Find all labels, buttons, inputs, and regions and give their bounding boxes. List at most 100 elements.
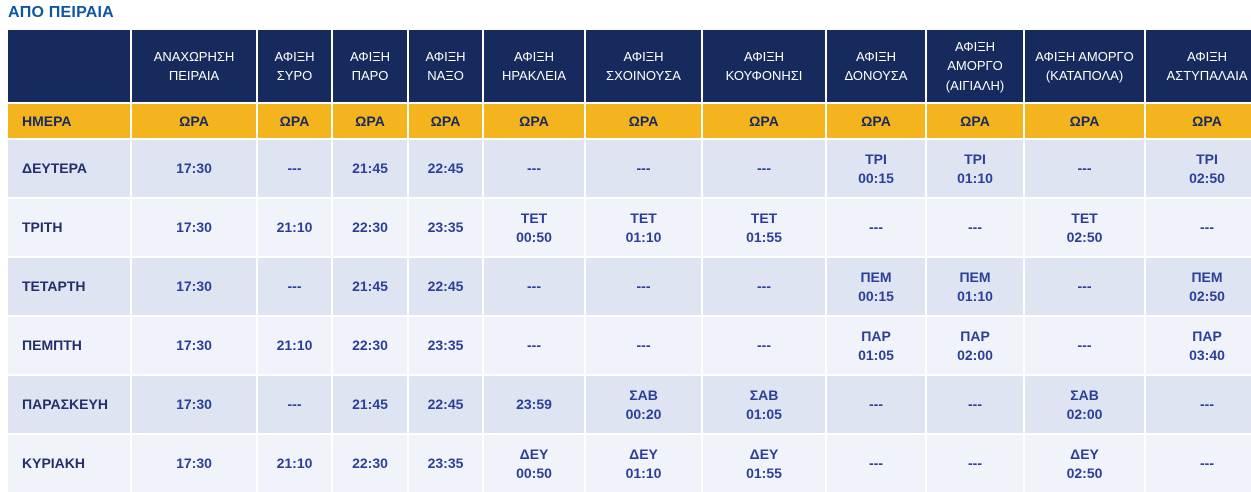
no-service-cell: --- [258, 376, 331, 433]
no-service-cell: --- [827, 435, 925, 492]
time-column-subheader: ΩΡΑ [333, 104, 407, 138]
column-header-1: ΑΦΙΞΗ ΣΥΡΟ [258, 30, 331, 102]
time-column-subheader: ΩΡΑ [586, 104, 701, 138]
column-header-2: ΑΦΙΞΗ ΠΑΡΟ [333, 30, 407, 102]
no-service-cell: --- [927, 199, 1023, 256]
schedule-cell: ΣΑΒ 02:00 [1025, 376, 1144, 433]
no-service-cell: --- [703, 317, 825, 374]
no-service-cell: --- [827, 199, 925, 256]
time-cell: 21:10 [258, 199, 331, 256]
time-column-subheader: ΩΡΑ [927, 104, 1023, 138]
no-service-cell: --- [258, 140, 331, 197]
no-service-cell: --- [1146, 376, 1251, 433]
time-cell: 23:59 [484, 376, 584, 433]
day-column-header: ΗΜΕΡΑ [8, 104, 130, 138]
schedule-row-ΤΡΙΤΗ: ΤΡΙΤΗ 17:30 21:10 22:30 23:35 ΤΕΤ 00:50 ΤΕΤ 01:1… [8, 199, 1251, 256]
schedule-cell: ΠΕΜ 00:15 [827, 258, 925, 315]
arrival-time-value: 00:50 [516, 228, 552, 245]
no-service-cell: --- [586, 258, 701, 315]
no-service-cell: --- [484, 258, 584, 315]
column-header-8: ΑΦΙΞΗ ΑΜΟΡΓΟ (ΑΙΓΙΑΛΗ) [927, 30, 1023, 102]
time-cell: 21:45 [333, 140, 407, 197]
column-header-7: ΑΦΙΞΗ ΔΟΝΟΥΣΑ [827, 30, 925, 102]
column-header-3: ΑΦΙΞΗ ΝΑΞΟ [409, 30, 482, 102]
arrival-day-label: ΣΑΒ [629, 386, 658, 403]
arrival-day-label: ΠΕΜ [1191, 268, 1223, 285]
arrival-time-value: 02:00 [1066, 405, 1103, 422]
schedule-cell: ΤΕΤ 00:50 [484, 199, 584, 256]
day-cell: ΠΑΡΑΣΚΕΥΗ [8, 376, 130, 433]
schedule-row-ΠΑΡΑΣΚΕΥΗ: ΠΑΡΑΣΚΕΥΗ 17:30 --- 21:45 22:45 23:59 ΣΑΒ 00:20… [8, 376, 1251, 433]
schedule-cell: ΔΕΥ 01:55 [703, 435, 825, 492]
arrival-day-label: ΤΕΤ [750, 209, 778, 226]
arrival-time-value: 01:55 [746, 228, 782, 245]
no-service-cell: --- [703, 140, 825, 197]
column-header-0: ΑΝΑΧΩΡΗΣΗ ΠΕΙΡΑΙΑ [132, 30, 256, 102]
column-header-5: ΑΦΙΞΗ ΣΧΟΙΝΟΥΣΑ [586, 30, 701, 102]
schedule-cell: ΠΕΜ 01:10 [927, 258, 1023, 315]
schedule-cell: ΠΑΡ 03:40 [1146, 317, 1251, 374]
schedule-cell: ΤΡΙ 00:15 [827, 140, 925, 197]
time-header-row: ΗΜΕΡΑ ΩΡΑ ΩΡΑ ΩΡΑ ΩΡΑ ΩΡΑ ΩΡΑ ΩΡΑ ΩΡΑ ΩΡΑ ΩΡΑ ΩΡΑ [8, 104, 1251, 138]
schedule-cell: ΠΕΜ 02:50 [1146, 258, 1251, 315]
time-column-subheader: ΩΡΑ [258, 104, 331, 138]
schedule-cell: ΠΑΡ 01:05 [827, 317, 925, 374]
arrival-day-label: ΠΕΜ [860, 268, 892, 285]
arrival-day-label: ΣΑΒ [1070, 386, 1099, 403]
time-cell: 23:35 [409, 317, 482, 374]
column-header-10: ΑΦΙΞΗ ΑΣΤΥΠΑΛΑΙΑ [1146, 30, 1251, 102]
arrival-day-label: ΔΕΥ [519, 445, 549, 462]
arrival-day-label: ΣΑΒ [749, 386, 779, 403]
arrival-day-label: ΠΑΡ [960, 327, 990, 344]
destination-header-row: ΑΝΑΧΩΡΗΣΗ ΠΕΙΡΑΙΑ ΑΦΙΞΗ ΣΥΡΟ ΑΦΙΞΗ ΠΑΡΟ ΑΦΙ… [8, 30, 1251, 102]
time-column-subheader: ΩΡΑ [827, 104, 925, 138]
time-column-subheader: ΩΡΑ [132, 104, 256, 138]
day-cell: ΤΕΤΑΡΤΗ [8, 258, 130, 315]
arrival-time-value: 02:50 [1189, 169, 1225, 186]
time-cell: 17:30 [132, 376, 256, 433]
arrival-day-label: ΤΕΤ [1071, 209, 1098, 226]
arrival-day-label: ΔΕΥ [749, 445, 779, 462]
arrival-time-value: 01:10 [625, 464, 662, 481]
no-service-cell: --- [586, 317, 701, 374]
day-cell: ΚΥΡΙΑΚΗ [8, 435, 130, 492]
arrival-day-label: ΤΡΙ [1196, 150, 1218, 167]
arrival-time-value: 00:15 [858, 287, 894, 304]
time-cell: 17:30 [132, 199, 256, 256]
schedule-cell: ΤΕΤ 01:55 [703, 199, 825, 256]
no-service-cell: --- [703, 258, 825, 315]
arrival-day-label: ΔΕΥ [1070, 445, 1099, 462]
arrival-time-value: 02:50 [1066, 228, 1103, 245]
time-cell: 22:45 [409, 140, 482, 197]
arrival-time-value: 01:55 [746, 464, 782, 481]
arrival-time-value: 01:05 [746, 405, 782, 422]
no-service-cell: --- [1146, 435, 1251, 492]
schedule-body: ΔΕΥΤΕΡΑ 17:30 --- 21:45 22:45 --- --- --- ΤΡΙ 00:… [8, 140, 1251, 492]
no-service-cell: --- [586, 140, 701, 197]
schedule-row-ΚΥΡΙΑΚΗ: ΚΥΡΙΑΚΗ 17:30 21:10 22:30 23:35 ΔΕΥ 00:50 ΔΕΥ 01… [8, 435, 1251, 492]
no-service-cell: --- [1025, 140, 1144, 197]
corner-cell [8, 30, 130, 102]
arrival-time-value: 01:10 [625, 228, 662, 245]
time-cell: 22:30 [333, 199, 407, 256]
schedule-cell: ΤΕΤ 01:10 [586, 199, 701, 256]
no-service-cell: --- [1146, 199, 1251, 256]
arrival-time-value: 00:15 [858, 169, 894, 186]
time-cell: 17:30 [132, 317, 256, 374]
arrival-time-value: 01:10 [957, 169, 993, 186]
time-column-subheader: ΩΡΑ [1025, 104, 1144, 138]
time-cell: 22:30 [333, 317, 407, 374]
arrival-day-label: ΤΕΤ [630, 209, 657, 226]
arrival-day-label: ΔΕΥ [629, 445, 658, 462]
arrival-day-label: ΤΡΙ [865, 150, 887, 167]
time-cell: 17:30 [132, 258, 256, 315]
arrival-time-value: 01:05 [858, 346, 894, 363]
schedule-cell: ΣΑΒ 00:20 [586, 376, 701, 433]
time-column-subheader: ΩΡΑ [409, 104, 482, 138]
arrival-time-value: 02:50 [1066, 464, 1103, 481]
schedule-cell: ΣΑΒ 01:05 [703, 376, 825, 433]
time-cell: 22:45 [409, 258, 482, 315]
schedule-row-ΤΕΤΑΡΤΗ: ΤΕΤΑΡΤΗ 17:30 --- 21:45 22:45 --- --- --- ΠΕΜ 00:… [8, 258, 1251, 315]
arrival-time-value: 02:50 [1189, 287, 1225, 304]
ferry-schedule-table: ΑΝΑΧΩΡΗΣΗ ΠΕΙΡΑΙΑ ΑΦΙΞΗ ΣΥΡΟ ΑΦΙΞΗ ΠΑΡΟ ΑΦΙ… [6, 28, 1251, 492]
